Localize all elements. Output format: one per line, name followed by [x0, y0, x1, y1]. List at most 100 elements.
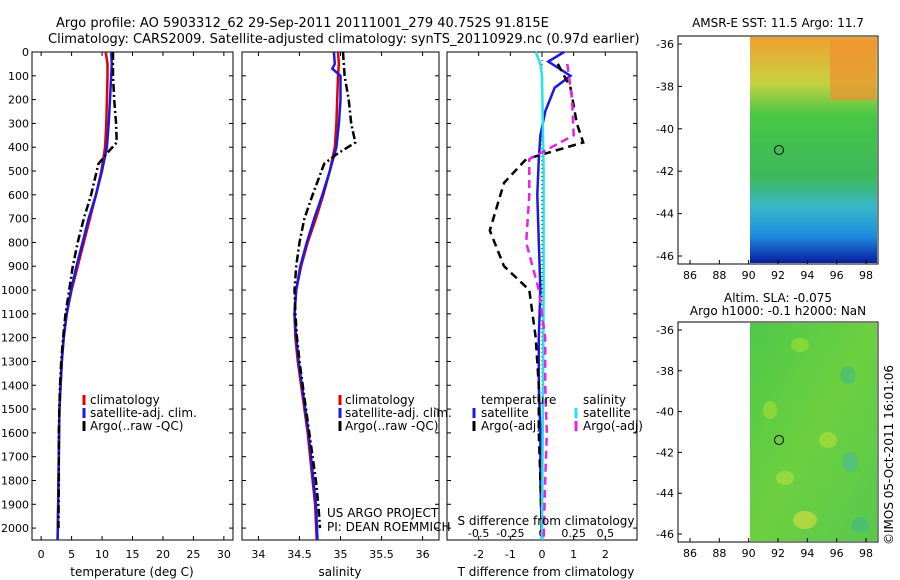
diff-legend-temp-satellite: satellite	[481, 406, 529, 420]
salinity-panel-frame	[241, 51, 440, 541]
series-line	[524, 63, 575, 541]
x-tick-label: 34.5	[287, 548, 312, 561]
sal-legend-argo: Argo(..raw -QC)	[345, 419, 438, 433]
y-tick-label: 800	[8, 236, 29, 249]
map-y-tick-label: -36	[656, 324, 674, 337]
series-line	[293, 51, 342, 541]
map-y-tick-label: -46	[656, 528, 674, 541]
x-tick-label: 35.5	[369, 548, 394, 561]
x-tick-label: -1	[505, 548, 516, 561]
sla-blobs	[763, 338, 869, 533]
temp-legend-satellite: satellite-adj. clim.	[90, 406, 197, 420]
sla-map-title2: Argo h1000: -0.1 h2000: NaN	[690, 304, 866, 318]
map-y-tick-label: -44	[656, 208, 674, 221]
map-x-tick-label: 98	[859, 269, 873, 282]
difference-xlabel: T difference from climatology	[457, 565, 635, 579]
sst-map-title: AMSR-E SST: 11.5 Argo: 11.7	[692, 16, 864, 30]
y-tick-label: 300	[8, 117, 29, 130]
sla-argo-marker	[774, 435, 784, 445]
map-y-tick-label: -36	[656, 38, 674, 51]
y-tick-label: 1700	[1, 451, 29, 464]
sst-map	[677, 35, 879, 265]
sst-map-ticks: -36 -38 -40 -42 -44 -46 86 88 90 92 94 96 98	[656, 38, 873, 282]
y-tick-label: 1100	[1, 308, 29, 321]
sla-map-ticks: -36 -38 -40 -42 -44 -46 86 88 90 92 94 96 98	[656, 324, 873, 560]
map-y-tick-label: -44	[656, 487, 674, 500]
sla-map-title1: Altim. SLA: -0.075	[724, 291, 832, 305]
sal-legend-climatology: climatology	[345, 393, 415, 407]
series-line	[293, 51, 341, 541]
sal-legend-satellite: satellite-adj. clim.	[345, 406, 452, 420]
series-line	[56, 51, 109, 541]
x-tick-label: 30	[217, 548, 231, 561]
map-x-tick-label: 86	[683, 547, 697, 560]
x-tick-label: 20	[156, 548, 170, 561]
map-y-tick-label: -40	[656, 406, 674, 419]
s-tick-label: 0.25	[561, 527, 586, 540]
salinity-axes: 34 34.5 35 35.5 36	[242, 51, 439, 561]
s-tick-label: -0.25	[496, 527, 524, 540]
y-tick-label: 2000	[1, 522, 29, 535]
y-tick-label: 1200	[1, 332, 29, 345]
x-tick-label: 0	[539, 548, 546, 561]
map-x-tick-label: 94	[800, 269, 814, 282]
y-tick-label: 1500	[1, 403, 29, 416]
y-tick-label: 400	[8, 141, 29, 154]
y-tick-label: 600	[8, 189, 29, 202]
diff-legend-sal-satellite: satellite	[583, 406, 631, 420]
temperature-panel-frame	[31, 51, 234, 541]
diff-legend-salinity-title: salinity	[583, 393, 626, 407]
x-tick-label: 0	[38, 548, 45, 561]
series-line	[56, 51, 114, 541]
map-x-tick-label: 88	[712, 547, 726, 560]
salinity-legend: climatology satellite-adj. clim. Argo(..…	[338, 393, 452, 433]
map-y-tick-label: -42	[656, 165, 674, 178]
y-tick-label: 1600	[1, 427, 29, 440]
difference-axes: -2 -1 0 1 2-0.5 -0.25 0 0.25 0.5	[447, 50, 637, 561]
temperature-axes: 0100200300400500600700800900100011001200…	[1, 46, 233, 561]
x-tick-label: 1	[570, 548, 577, 561]
map-x-tick-label: 92	[771, 547, 785, 560]
map-y-tick-label: -46	[656, 250, 674, 263]
x-tick-label: 2	[602, 548, 609, 561]
map-y-tick-label: -40	[656, 123, 674, 136]
header-line2: Climatology: CARS2009. Satellite-adjuste…	[48, 32, 640, 47]
x-tick-label: 35	[334, 548, 348, 561]
difference-toplabel: S difference from climatology	[458, 514, 635, 528]
series-line	[57, 52, 118, 529]
diff-legend-sal-argo: Argo(-adj)	[583, 419, 643, 433]
y-tick-label: 1000	[1, 284, 29, 297]
y-tick-label: 500	[8, 165, 29, 178]
temp-legend-climatology: climatology	[90, 393, 160, 407]
series-line	[488, 63, 585, 541]
y-tick-label: 0	[22, 46, 29, 59]
x-tick-label: 10	[95, 548, 109, 561]
diff-legend-temp-argo: Argo(-adj)	[481, 419, 541, 433]
temperature-xlabel: temperature (deg C)	[70, 565, 193, 579]
header-line1: Argo profile: AO 5903312_62 29-Sep-2011 …	[56, 16, 549, 31]
project-note-line2: PI: DEAN ROEMMICH	[327, 520, 450, 534]
x-tick-label: 5	[68, 548, 75, 561]
difference-legend: temperature satellite Argo(-adj) salinit…	[472, 393, 643, 433]
temperature-legend: climatology satellite-adj. clim. Argo(..…	[82, 393, 197, 433]
map-x-tick-label: 96	[830, 547, 844, 560]
map-y-tick-label: -42	[656, 446, 674, 459]
salinity-xlabel: salinity	[318, 565, 361, 579]
y-tick-label: 1900	[1, 498, 29, 511]
y-tick-label: 900	[8, 260, 29, 273]
temp-legend-argo: Argo(..raw -QC)	[90, 419, 183, 433]
y-tick-label: 1400	[1, 379, 29, 392]
map-x-tick-label: 98	[859, 547, 873, 560]
map-x-tick-label: 96	[830, 269, 844, 282]
sla-map-field	[750, 323, 877, 541]
map-y-tick-label: -38	[656, 365, 674, 378]
map-x-tick-label: 90	[742, 269, 756, 282]
map-x-tick-label: 86	[683, 269, 697, 282]
copyright-note: ©IMOS 05-Oct-2011 16:01:06	[882, 365, 896, 545]
y-tick-label: 1800	[1, 474, 29, 487]
x-tick-label: 25	[186, 548, 200, 561]
s-tick-label: -0.5	[468, 527, 489, 540]
map-y-tick-label: -38	[656, 80, 674, 93]
project-note-line1: US ARGO PROJECT	[327, 506, 439, 520]
